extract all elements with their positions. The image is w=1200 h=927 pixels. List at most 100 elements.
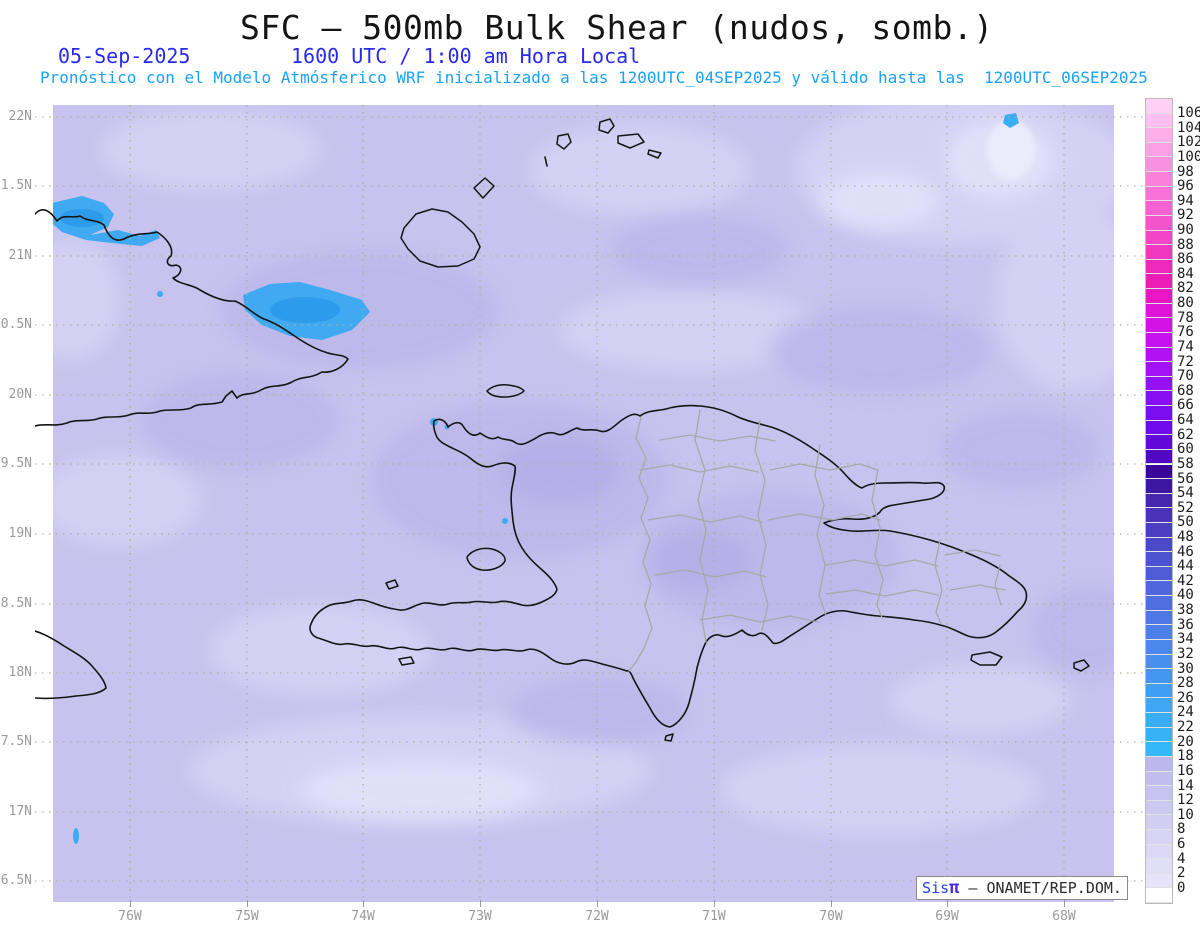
colorbar-label: 74: [1177, 338, 1194, 355]
watermark-separator: –: [959, 879, 987, 897]
colorbar-cell: [1146, 201, 1172, 216]
colorbar-label: 58: [1177, 455, 1194, 472]
colorbar-cell: [1146, 742, 1172, 757]
colorbar-label: 54: [1177, 485, 1194, 502]
colorbar-cell: [1146, 391, 1172, 406]
island-cayemites: [385, 579, 399, 590]
island-saona: [970, 651, 1003, 666]
colorbar-label: 90: [1177, 221, 1194, 238]
colorbar-cell: [1146, 142, 1172, 158]
colorbar-cell: [1146, 332, 1172, 348]
colorbar-cell: [1146, 581, 1172, 597]
colorbar-cell: [1146, 830, 1172, 845]
colorbar-label: 62: [1177, 426, 1194, 443]
lat-label: 0.5N: [0, 317, 32, 332]
colorbar-cell: [1146, 537, 1172, 553]
colorbar-cell: [1146, 186, 1172, 202]
colorbar-label: 78: [1177, 309, 1194, 326]
colorbar-cell: [1146, 215, 1172, 231]
island-gonave: [466, 547, 506, 571]
colorbar-cell: [1146, 639, 1172, 655]
lon-tick: [247, 900, 248, 907]
coastline-cuba: [35, 209, 349, 427]
colorbar-cell: [1146, 815, 1172, 830]
province-borders: [628, 409, 1006, 672]
colorbar-label: 48: [1177, 529, 1194, 545]
colorbar-label: 96: [1177, 178, 1194, 195]
colorbar-cell: [1146, 274, 1172, 290]
colorbar-label: 86: [1177, 251, 1194, 268]
island-turks-caicos-4: [647, 149, 662, 159]
colorbar-label: 16: [1177, 762, 1194, 779]
colorbar-cell: [1146, 376, 1172, 392]
colorbar-label: 8: [1177, 821, 1186, 838]
colorbar-label: 70: [1177, 368, 1194, 385]
colorbar-label: 4: [1177, 850, 1186, 867]
colorbar-label: 44: [1177, 558, 1194, 575]
colorbar-label: 104: [1177, 119, 1200, 136]
lat-label: 19N: [8, 526, 32, 541]
colorbar-cell: [1146, 566, 1172, 582]
colorbar-label: 38: [1177, 602, 1194, 619]
lat-label: 1.5N: [0, 178, 32, 193]
lon-tick: [831, 900, 832, 907]
lon-label: 68W: [1052, 909, 1076, 924]
colorbar-cell: [1146, 128, 1172, 143]
border-haiti-dr: [628, 416, 653, 672]
colorbar-cell: [1146, 479, 1172, 494]
lat-label: 6.5N: [0, 873, 32, 888]
watermark: Sisπ – ONAMET/REP.DOM.: [916, 876, 1128, 900]
colorbar-label: 6: [1177, 836, 1186, 853]
colorbar-label: 32: [1177, 645, 1194, 662]
colorbar-cell: [1146, 610, 1172, 626]
coastline-hispaniola: [309, 404, 1028, 728]
lon-label: 71W: [702, 909, 726, 924]
colorbar-label: 84: [1177, 265, 1194, 282]
colorbar-cell: [1146, 625, 1172, 640]
lon-label: 70W: [819, 909, 843, 924]
lon-label: 74W: [351, 909, 375, 924]
colorbar-cell: [1146, 318, 1172, 333]
colorbar-label: 106: [1177, 105, 1200, 122]
island-turks-caicos-2: [598, 118, 615, 134]
colorbar-label: 24: [1177, 704, 1194, 721]
colorbar-cell: [1146, 172, 1172, 187]
colorbar-cell: [1146, 230, 1172, 246]
colorbar-label: 56: [1177, 470, 1194, 487]
colorbar-cell: [1146, 449, 1172, 465]
colorbar-cell: [1146, 713, 1172, 728]
colorbar-cell: [1146, 756, 1172, 772]
lon-tick: [363, 900, 364, 907]
colorbar-cell: [1146, 406, 1172, 421]
lon-tick: [597, 900, 598, 907]
colorbar-cell: [1146, 245, 1172, 260]
colorbar-label: 26: [1177, 689, 1194, 706]
colorbar-label: 40: [1177, 587, 1194, 604]
colorbar-label: 12: [1177, 792, 1194, 809]
watermark-org: ONAMET/REP.DOM.: [986, 879, 1122, 897]
colorbar-cell: [1146, 800, 1172, 816]
colorbar-cell: [1146, 289, 1172, 304]
watermark-pi-icon: π: [949, 878, 960, 898]
colorbar-cell: [1146, 464, 1172, 480]
island-beata: [664, 733, 674, 742]
colorbar-label: 68: [1177, 382, 1194, 399]
forecast-valid-time: 1600 UTC / 1:00 am Hora Local: [291, 44, 641, 68]
forecast-date: 05-Sep-2025: [58, 44, 191, 68]
lon-label: 75W: [235, 909, 259, 924]
island-mona: [1073, 659, 1090, 672]
colorbar-label: 100: [1177, 148, 1200, 165]
colorbar-label: 0: [1177, 879, 1186, 896]
island-turks-caicos-3: [617, 133, 645, 149]
colorbar-label: 94: [1177, 192, 1194, 209]
colorbar-label: 102: [1177, 134, 1200, 151]
island-little-inagua: [473, 177, 495, 199]
island-turks-caicos-1: [556, 133, 572, 150]
lon-tick: [1064, 900, 1065, 907]
colorbar-cell: [1146, 771, 1172, 787]
colorbar-cell: [1146, 508, 1172, 523]
colorbar-label: 36: [1177, 616, 1194, 633]
lon-tick: [714, 900, 715, 907]
colorbar-label: 34: [1177, 631, 1194, 648]
colorbar-label: 20: [1177, 733, 1194, 750]
